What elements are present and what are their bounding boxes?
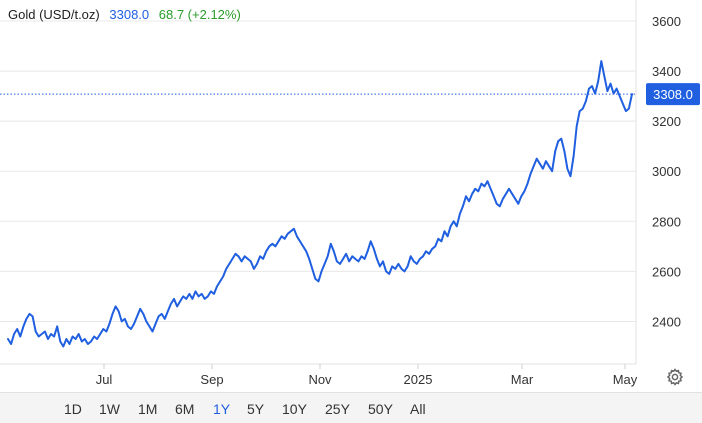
range-button-1m[interactable]: 1M	[138, 401, 158, 417]
range-button-1d[interactable]: 1D	[64, 401, 82, 417]
range-button-1w[interactable]: 1W	[99, 401, 120, 417]
gear-icon[interactable]	[666, 368, 684, 386]
x-tick-label: May	[613, 372, 638, 387]
x-tick-label: Jul	[96, 372, 113, 387]
instrument-change: 68.7 (+2.12%)	[158, 7, 241, 22]
y-tick-label: 3600	[652, 14, 681, 29]
range-button-6m[interactable]: 6M	[175, 401, 195, 417]
y-tick-label: 2600	[652, 264, 681, 279]
chart-header: Gold (USD/t.oz) 3308.0 68.7 (+2.12%)	[8, 6, 247, 24]
y-tick-label: 2400	[652, 314, 681, 329]
y-tick-label: 3200	[652, 114, 681, 129]
x-tick-label: 2025	[404, 372, 433, 387]
range-button-25y[interactable]: 25Y	[325, 401, 350, 417]
range-button-5y[interactable]: 5Y	[247, 401, 265, 417]
y-tick-label: 3000	[652, 164, 681, 179]
current-price-label: 3308.0	[653, 87, 693, 102]
x-tick-label: Nov	[308, 372, 332, 387]
range-button-1y[interactable]: 1Y	[213, 401, 231, 417]
x-tick-label: Sep	[200, 372, 223, 387]
gold-price-chart: 2400 2600 2800 3000 3200 3400 3600 Jul Sep Nov 202…	[0, 0, 700, 387]
gold-price-line	[7, 60, 633, 348]
range-button-50y[interactable]: 50Y	[368, 401, 393, 417]
current-price-marker	[646, 83, 700, 106]
chart-area: 2400 2600 2800 3000 3200 3400 3600 Jul Sep Nov 202…	[0, 0, 700, 387]
range-button-all[interactable]: All	[410, 401, 426, 417]
instrument-name: Gold (USD/t.oz)	[8, 7, 100, 22]
x-tick-label: Mar	[511, 372, 534, 387]
range-button-10y[interactable]: 10Y	[282, 401, 307, 417]
instrument-price: 3308.0	[109, 7, 150, 22]
y-tick-label: 2800	[652, 214, 681, 229]
time-range-bar: 1D 1W 1M 6M 1Y 5Y 10Y 25Y 50Y All	[0, 392, 702, 423]
y-tick-label: 3400	[652, 64, 681, 79]
